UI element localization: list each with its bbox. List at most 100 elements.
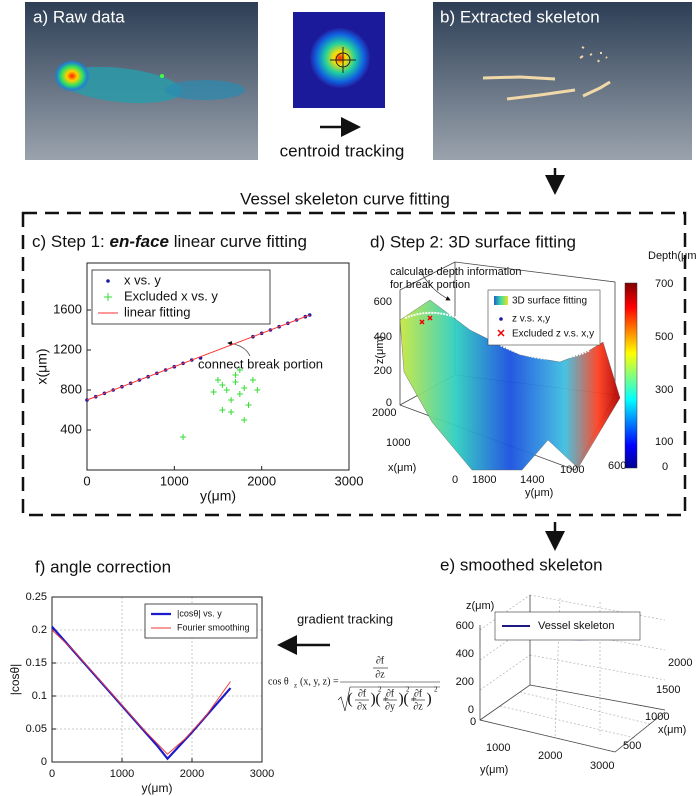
panel-title: b) Extracted skeleton: [440, 7, 600, 26]
colorbar-title: Depth(μm): [648, 250, 696, 262]
point: [241, 417, 247, 423]
annotation: calculate depth information: [390, 266, 521, 278]
formula: cos θ z (x, y, z) = ∂f ∂z ∂f∂x()2+∂f∂y()…: [268, 655, 440, 712]
tick-label: 0: [452, 474, 458, 486]
x-tick-label: 0: [49, 768, 55, 780]
step-label: centroid tracking: [280, 141, 405, 160]
y-tick-label: 800: [60, 381, 82, 396]
legend-label: linear fitting: [124, 304, 190, 319]
panel-title: a) Raw data: [33, 7, 125, 26]
legend-marker: [106, 279, 110, 283]
formula-text: z: [294, 682, 297, 690]
tick-label: 600: [608, 460, 626, 472]
tick-label: 600: [456, 620, 474, 632]
point: [215, 377, 221, 383]
formula-text: (: [375, 691, 380, 708]
formula-text: (: [347, 691, 352, 708]
point: [254, 387, 260, 393]
x-tick-label: 3000: [335, 473, 364, 488]
step-label: gradient tracking: [297, 611, 393, 626]
y-axis-label: x(μm): [34, 348, 50, 384]
figure: a) Raw data centroid tracking b) Extract…: [0, 0, 696, 796]
axis-label: y(μm): [480, 764, 508, 776]
tick-label: 1400: [520, 474, 544, 486]
tick-label: 0: [470, 716, 476, 728]
point: [224, 387, 230, 393]
tick-label: 2000: [668, 657, 692, 669]
axis-label: x(μm): [388, 462, 416, 474]
y-tick-label: 0: [41, 756, 47, 768]
formula-text: ∂z: [413, 701, 423, 712]
y-tick-label: 0.15: [26, 657, 47, 669]
axis-label: x(μm): [658, 724, 686, 736]
series-line: [52, 630, 231, 754]
panel-title: c) Step 1: en-face linear curve fitting: [32, 232, 307, 251]
legend-label: z v.s. x,y: [512, 314, 550, 325]
formula-text: ∂f: [358, 688, 367, 699]
point: [241, 385, 247, 391]
tick-label: 3000: [590, 760, 614, 772]
formula-text: ∂f: [386, 688, 395, 699]
x-tick-label: 0: [83, 473, 90, 488]
y-axis-label: |cosθ|: [8, 664, 22, 696]
panel-title: f) angle correction: [35, 557, 171, 576]
axis-label: y(μm): [525, 487, 553, 499]
panel-title: e) smoothed skeleton: [440, 555, 603, 574]
tick-label: 600: [374, 296, 392, 308]
y-tick-label: 400: [60, 421, 82, 436]
tick-label: 400: [374, 331, 392, 343]
y-tick-label: 1600: [53, 301, 82, 316]
point: [232, 372, 238, 378]
formula-text: (x, y, z) =: [300, 676, 339, 687]
tick-label: 500: [623, 740, 641, 752]
legend-label: Excluded x vs. y: [124, 288, 218, 303]
tick-label: 1800: [472, 474, 496, 486]
formula-text: (: [403, 691, 408, 708]
legend-label: 3D surface fitting: [512, 296, 587, 307]
point: [180, 434, 186, 440]
step-label: Vessel skeleton curve fitting: [240, 189, 450, 208]
legend-label: Fourier smoothing: [177, 622, 250, 632]
annotation: for break portion: [390, 279, 470, 291]
tick-label: 1500: [656, 684, 680, 696]
point: [219, 407, 225, 413]
legend-label: |cosθ| vs. y: [177, 608, 222, 618]
formula-text: ∂y: [385, 701, 395, 712]
colorbar-tick: 500: [655, 331, 673, 343]
legend-label: Vessel skeleton: [538, 620, 614, 632]
y-tick-label: 0.05: [26, 723, 47, 735]
point: [228, 409, 234, 415]
point: [219, 382, 225, 388]
point: [246, 402, 252, 408]
legend-label: Excluded z v.s. x,y: [512, 329, 594, 340]
point: [232, 379, 238, 385]
tick-label: 0: [468, 704, 474, 716]
formula-text: 2: [434, 686, 438, 694]
centroid-image: [293, 12, 385, 108]
series-line: [52, 627, 231, 759]
formula-text: ∂f: [414, 688, 423, 699]
tick-label: 2000: [372, 407, 396, 419]
x-tick-label: 1000: [110, 768, 134, 780]
tick-label: 200: [456, 676, 474, 688]
x-tick-label: 2000: [180, 768, 204, 780]
y-tick-label: 0.25: [26, 591, 47, 603]
title-part: linear curve fitting: [169, 232, 307, 251]
surface-plot: [400, 262, 637, 470]
y-tick-label: 0.1: [32, 690, 47, 702]
colorbar-tick: 0: [662, 461, 668, 473]
x-axis-label: y(μm): [200, 488, 236, 504]
legend-label: x vs. y: [124, 272, 161, 287]
tick-label: 1000: [560, 464, 584, 476]
point: [228, 397, 234, 403]
colorbar-tick: 300: [655, 384, 673, 396]
colorbar-tick: 100: [655, 436, 673, 448]
y-tick-label: 0.2: [32, 624, 47, 636]
formula-text: ∂z: [375, 669, 385, 680]
point: [250, 377, 256, 383]
tick-label: 1000: [486, 742, 510, 754]
formula-text: ): [426, 691, 431, 708]
colorbar-tick: 700: [655, 278, 673, 290]
tick-label: 1000: [386, 437, 410, 449]
title-emphasis: en-face: [109, 232, 169, 251]
